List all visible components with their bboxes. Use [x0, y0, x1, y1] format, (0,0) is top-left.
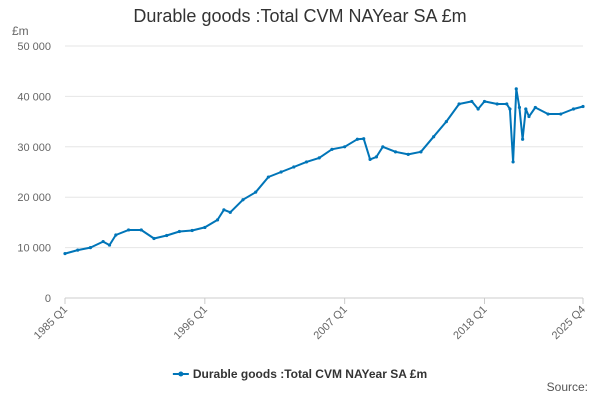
data-point[interactable]	[495, 102, 499, 106]
x-tick-label: 1996 Q1	[172, 304, 210, 342]
data-point[interactable]	[126, 228, 131, 232]
data-point[interactable]	[292, 165, 296, 169]
data-point[interactable]	[343, 145, 347, 149]
data-point[interactable]	[432, 135, 436, 139]
legend-label: Durable goods :Total CVM NAYear SA £m	[193, 367, 427, 381]
data-point[interactable]	[279, 170, 283, 174]
data-point[interactable]	[559, 112, 563, 116]
data-point[interactable]	[190, 228, 194, 233]
data-point[interactable]	[355, 137, 359, 141]
data-point[interactable]	[457, 102, 461, 106]
data-point[interactable]	[406, 152, 410, 156]
legend-swatch-marker	[178, 371, 184, 377]
data-point[interactable]	[419, 150, 423, 154]
data-point[interactable]	[546, 112, 550, 116]
x-axis: 1985 Q1 1996 Q1 2007 Q1 2018 Q1 2025 Q4	[32, 297, 588, 342]
data-point[interactable]	[470, 99, 474, 104]
data-point[interactable]	[514, 87, 518, 91]
data-point[interactable]	[228, 210, 232, 214]
y-axis-ticks: 0 10 000 20 000 30 000 40 000 50 000	[17, 41, 51, 305]
data-point[interactable]	[139, 228, 143, 232]
data-point[interactable]	[517, 105, 522, 110]
source-label: Source:	[546, 380, 588, 394]
data-point[interactable]	[177, 229, 182, 234]
data-point[interactable]	[374, 155, 379, 159]
data-point[interactable]	[511, 160, 515, 164]
x-tick-label: 1985 Q1	[32, 304, 70, 342]
data-point[interactable]	[482, 99, 487, 104]
x-tick-label: 2018 Q1	[451, 304, 489, 342]
data-point[interactable]	[330, 147, 334, 151]
data-point[interactable]	[527, 114, 531, 119]
y-axis-unit-label: £m	[12, 24, 29, 38]
data-point[interactable]	[524, 107, 528, 111]
y-tick-label: 0	[45, 293, 51, 305]
y-tick-label: 50 000	[17, 41, 51, 53]
data-point[interactable]	[368, 157, 372, 161]
data-point[interactable]	[165, 233, 169, 238]
data-point[interactable]	[266, 175, 270, 179]
data-point[interactable]	[88, 246, 93, 250]
data-point[interactable]	[393, 150, 398, 154]
data-point[interactable]	[222, 208, 226, 212]
legend: Durable goods :Total CVM NAYear SA £m	[172, 367, 427, 381]
data-point[interactable]	[571, 107, 576, 111]
data-point[interactable]	[254, 190, 258, 194]
data-point[interactable]	[203, 225, 207, 230]
data-point[interactable]	[304, 160, 309, 164]
data-point[interactable]	[381, 145, 385, 149]
data-point[interactable]	[317, 156, 321, 160]
data-point[interactable]	[152, 236, 156, 241]
y-tick-label: 30 000	[17, 142, 51, 154]
data-point[interactable]	[444, 120, 448, 124]
x-tick-label: 2025 Q4	[550, 304, 588, 342]
data-point[interactable]	[521, 137, 525, 141]
data-point[interactable]	[114, 233, 118, 237]
data-point[interactable]	[476, 107, 480, 111]
y-tick-label: 20 000	[17, 192, 51, 204]
data-point[interactable]	[215, 218, 220, 222]
data-point[interactable]	[508, 107, 512, 111]
data-point[interactable]	[505, 102, 509, 106]
chart-title: Durable goods :Total CVM NAYear SA £m	[133, 6, 467, 26]
data-point[interactable]	[241, 198, 245, 202]
gridlines	[65, 45, 583, 249]
data-point[interactable]	[581, 104, 585, 109]
data-point[interactable]	[101, 239, 105, 244]
y-tick-label: 40 000	[17, 91, 51, 103]
series-line	[64, 87, 584, 255]
x-tick-label: 2007 Q1	[311, 304, 349, 342]
series-layer	[63, 87, 585, 256]
data-point[interactable]	[76, 248, 80, 252]
data-point[interactable]	[63, 252, 67, 256]
y-tick-label: 10 000	[17, 243, 51, 255]
data-point[interactable]	[362, 137, 366, 141]
data-point[interactable]	[533, 105, 537, 110]
data-point[interactable]	[107, 243, 112, 247]
